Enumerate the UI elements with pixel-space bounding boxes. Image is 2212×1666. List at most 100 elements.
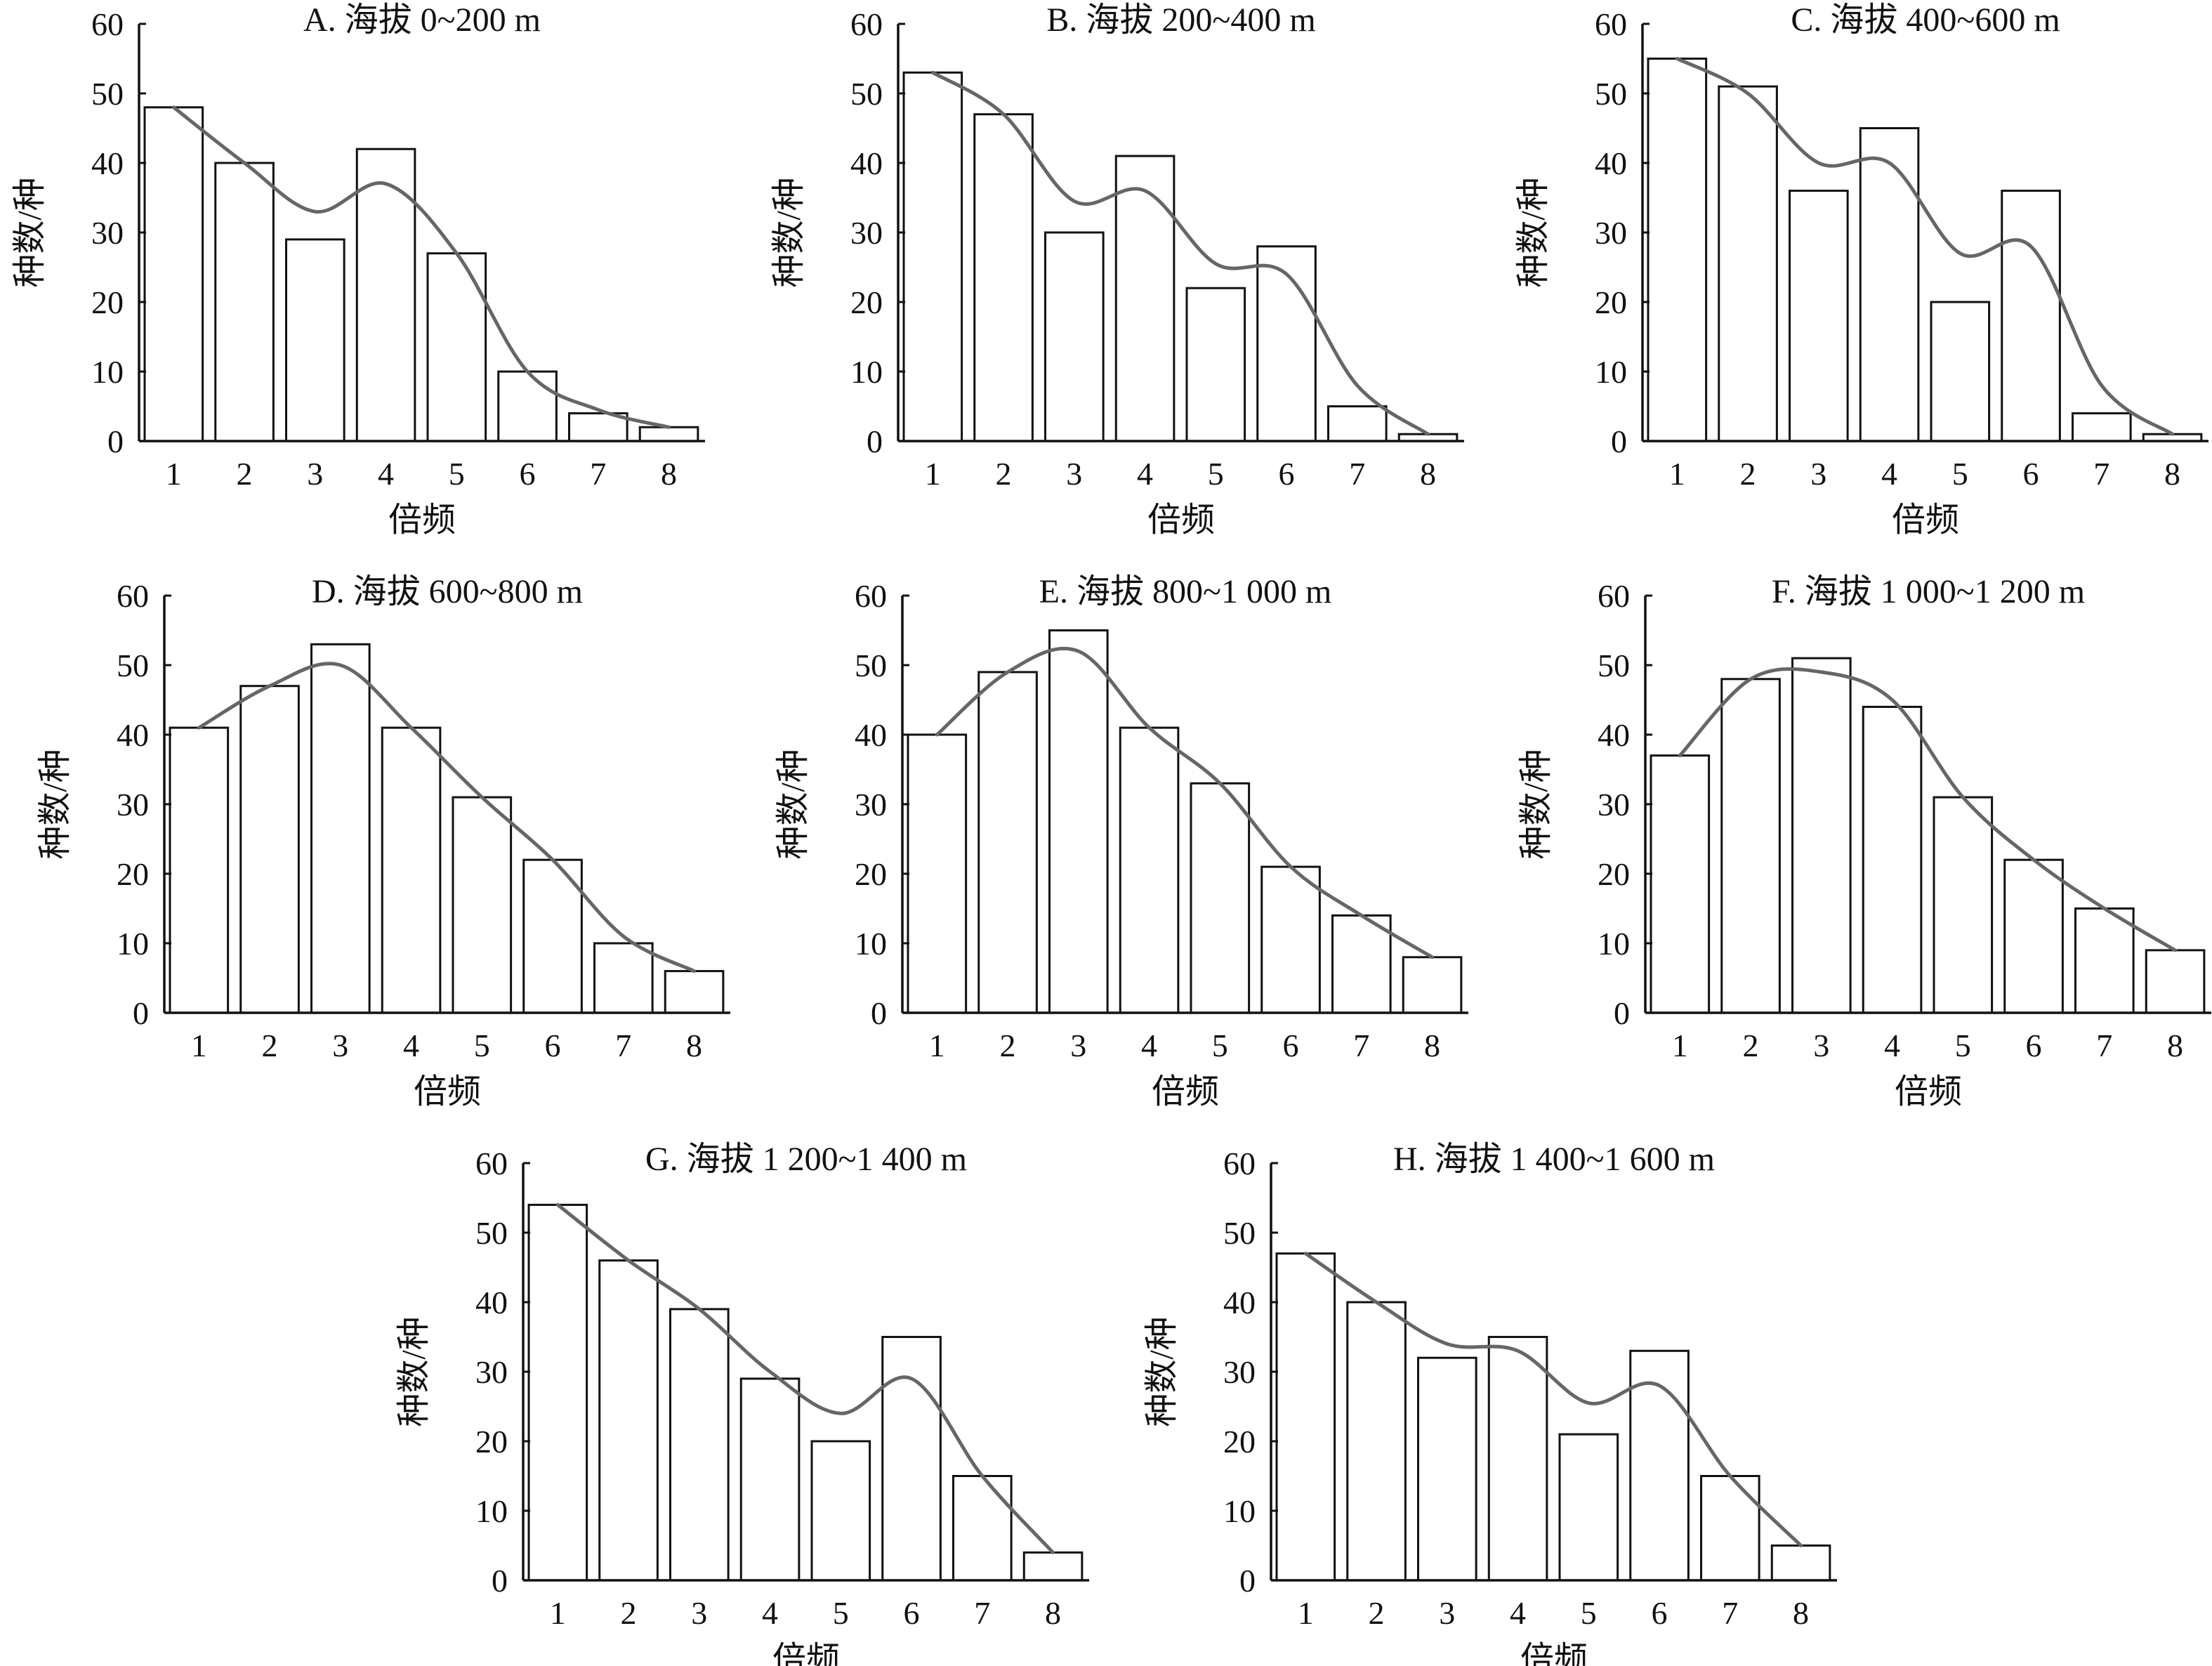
x-tick-label: 2 bbox=[996, 456, 1012, 492]
x-tick-label: 6 bbox=[520, 456, 536, 492]
chart-panel-e: 0 10 20 30 40 50 60 1 2 3 4 5 6 7 8 E. 海拔 800~1 000 m 倍频… bbox=[775, 573, 1468, 1110]
chart-panel-d: 0 10 20 30 40 50 60 1 2 3 4 5 6 7 8 D. 海拔 600~800 m 倍频 种数… bbox=[37, 573, 730, 1110]
y-tick-label: 0 bbox=[871, 995, 887, 1031]
y-tick-label: 40 bbox=[1598, 717, 1630, 753]
bar bbox=[1650, 754, 1711, 1014]
x-tick-label: 7 bbox=[1349, 456, 1365, 492]
y-tick-label: 20 bbox=[91, 284, 124, 320]
y-tick-label: 10 bbox=[117, 926, 149, 962]
bar bbox=[2074, 907, 2135, 1014]
bar bbox=[1346, 1301, 1407, 1582]
bar bbox=[638, 426, 699, 442]
y-tick-label: 50 bbox=[1598, 648, 1630, 683]
y-tick-label: 0 bbox=[1614, 995, 1630, 1031]
x-tick-label: 8 bbox=[2164, 456, 2180, 492]
y-tick-label: 40 bbox=[1595, 145, 1627, 181]
trend-curve bbox=[171, 105, 671, 429]
chart-panel-c: 0 10 20 30 40 50 60 1 2 3 4 5 6 7 8 C. 海拔 400~600 m 倍频 种数… bbox=[1515, 1, 2208, 539]
y-tick-label: 20 bbox=[1595, 284, 1627, 320]
chart-panel-h: 0 10 20 30 40 50 60 1 2 3 4 5 6 7 8 H. 海拔 1 400~1 600 m… bbox=[1143, 1141, 1837, 1666]
trend-curve bbox=[1303, 1252, 1803, 1547]
x-tick-label: 2 bbox=[1000, 1028, 1016, 1063]
bar bbox=[1862, 705, 1923, 1014]
x-tick-label: 2 bbox=[1369, 1595, 1385, 1631]
bar bbox=[381, 726, 442, 1014]
y-tick-label: 0 bbox=[1239, 1563, 1256, 1599]
x-tick-label: 5 bbox=[1212, 1028, 1228, 1063]
x-axis-label: 倍频 bbox=[1895, 1073, 1962, 1110]
trend-curve bbox=[555, 1202, 1055, 1554]
x-tick-label: 1 bbox=[1298, 1595, 1314, 1631]
bar bbox=[1629, 1349, 1690, 1582]
bar bbox=[2003, 858, 2064, 1014]
x-tick-label: 7 bbox=[974, 1595, 990, 1631]
bar bbox=[239, 685, 300, 1014]
bar bbox=[1185, 287, 1246, 442]
y-tick-label: 30 bbox=[91, 215, 124, 251]
y-tick-label: 10 bbox=[855, 926, 887, 962]
x-tick-label: 8 bbox=[661, 456, 677, 492]
y-axis-label: 种数/种 bbox=[1518, 749, 1555, 859]
chart-title: H. 海拔 1 400~1 600 m bbox=[1393, 1141, 1715, 1178]
bar bbox=[1190, 782, 1251, 1014]
x-tick-label: 4 bbox=[1137, 456, 1153, 492]
y-axis-label: 种数/种 bbox=[1515, 177, 1552, 287]
y-tick-label: 60 bbox=[117, 578, 149, 614]
x-tick-label: 7 bbox=[1722, 1595, 1738, 1631]
bar bbox=[1859, 127, 1920, 442]
bar bbox=[973, 113, 1034, 442]
y-tick-label: 0 bbox=[133, 995, 149, 1031]
y-tick-label: 50 bbox=[91, 76, 124, 112]
x-tick-label: 7 bbox=[2093, 456, 2109, 492]
bar bbox=[285, 238, 345, 442]
y-tick-label: 40 bbox=[475, 1285, 508, 1320]
y-tick-label: 10 bbox=[1223, 1493, 1256, 1529]
y-axis-label: 种数/种 bbox=[37, 749, 74, 859]
chart-title: F. 海拔 1 000~1 200 m bbox=[1772, 573, 2085, 610]
x-tick-label: 7 bbox=[590, 456, 606, 492]
bar bbox=[739, 1377, 801, 1582]
y-tick-label: 0 bbox=[1611, 424, 1627, 459]
bar bbox=[355, 147, 416, 442]
y-tick-label: 50 bbox=[855, 648, 887, 683]
y-tick-label: 30 bbox=[117, 787, 149, 822]
x-axis-label: 倍频 bbox=[1520, 1641, 1588, 1666]
chart-title: D. 海拔 600~800 m bbox=[312, 573, 583, 610]
y-tick-label: 40 bbox=[855, 717, 887, 753]
bar bbox=[810, 1440, 871, 1582]
y-tick-label: 20 bbox=[475, 1424, 508, 1460]
y-tick-label: 30 bbox=[1223, 1354, 1256, 1390]
chart-panel-a: 0 10 20 30 40 50 60 1 2 3 4 5 6 7 8 A. 海拔 0~200 m 倍频 种数/种 bbox=[11, 1, 705, 539]
chart-title: B. 海拔 200~400 m bbox=[1046, 1, 1315, 39]
x-tick-label: 7 bbox=[615, 1028, 631, 1063]
x-tick-label: 4 bbox=[1881, 456, 1897, 492]
x-tick-label: 3 bbox=[691, 1595, 707, 1631]
x-tick-label: 8 bbox=[2167, 1028, 2183, 1063]
bar bbox=[1647, 58, 1708, 442]
x-tick-label: 2 bbox=[237, 456, 253, 492]
bar bbox=[593, 942, 654, 1014]
chart-panel-b: 0 10 20 30 40 50 60 1 2 3 4 5 6 7 8 B. 海拔 200~400 m 倍频 种数… bbox=[770, 1, 1464, 539]
x-tick-label: 7 bbox=[1353, 1028, 1369, 1063]
y-tick-label: 30 bbox=[850, 215, 883, 251]
x-tick-label: 1 bbox=[929, 1028, 945, 1063]
x-tick-label: 6 bbox=[2023, 456, 2039, 492]
y-axis-label: 种数/种 bbox=[395, 1316, 433, 1426]
x-tick-label: 4 bbox=[762, 1595, 778, 1631]
x-tick-label: 8 bbox=[1793, 1595, 1809, 1631]
y-tick-label: 50 bbox=[850, 76, 883, 112]
bar bbox=[952, 1475, 1013, 1582]
y-tick-label: 20 bbox=[855, 856, 887, 892]
x-tick-label: 5 bbox=[1952, 456, 1968, 492]
x-tick-label: 8 bbox=[1420, 456, 1436, 492]
bar bbox=[1558, 1433, 1619, 1582]
y-tick-label: 60 bbox=[1223, 1146, 1256, 1181]
y-axis-label: 种数/种 bbox=[1143, 1316, 1180, 1426]
x-tick-label: 5 bbox=[1581, 1595, 1597, 1631]
bar bbox=[1022, 1551, 1084, 1582]
bar bbox=[1770, 1544, 1831, 1582]
y-tick-label: 20 bbox=[1223, 1424, 1256, 1460]
y-tick-label: 20 bbox=[1598, 856, 1630, 892]
y-tick-label: 40 bbox=[91, 145, 124, 181]
chart-panel-f: 0 10 20 30 40 50 60 1 2 3 4 5 6 7 8 F. 海拔 1 000~1 200 m… bbox=[1518, 573, 2211, 1110]
